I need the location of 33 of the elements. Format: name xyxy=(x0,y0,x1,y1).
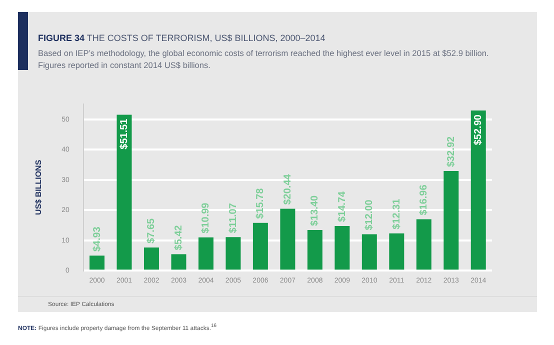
bar xyxy=(252,222,268,270)
data-label: $13.40 xyxy=(310,195,321,226)
bar xyxy=(389,233,404,270)
bar xyxy=(171,254,186,270)
data-label: $16.96 xyxy=(418,184,430,216)
data-label: $20.44 xyxy=(282,174,294,205)
bar xyxy=(362,234,377,270)
bar xyxy=(90,256,104,270)
bar xyxy=(334,226,350,270)
data-label: $4.93 xyxy=(92,226,103,252)
chart-subtitle: Based on IEP’s methodology, the global economic costs of terrorism reached the highest ever level in 2015 at $52.9 billion. Figures reported in constant 2014 US$ billions. xyxy=(38,47,490,71)
data-label: $32.92 xyxy=(446,136,457,167)
data-label: $15.78 xyxy=(255,188,266,219)
data-label: $11.07 xyxy=(228,202,239,234)
data-label: $10.99 xyxy=(200,202,212,234)
data-label: $52.90 xyxy=(473,114,484,146)
bar xyxy=(116,114,132,270)
data-label: $14.74 xyxy=(336,190,348,222)
y-axis-title: US$ BILLIONS xyxy=(34,159,44,215)
bar xyxy=(307,230,322,270)
bar xyxy=(280,208,296,270)
bar xyxy=(470,110,486,270)
bar xyxy=(226,237,241,270)
bar xyxy=(198,237,214,270)
data-label: $51.51 xyxy=(119,118,130,150)
data-label: $12.00 xyxy=(364,199,376,230)
bar xyxy=(416,219,432,270)
chart-title: FIGURE 34 THE COSTS OF TERRORISM, US$ BILLIONS, 2000–2014 xyxy=(38,33,326,43)
data-label: $12.31 xyxy=(391,198,402,230)
data-label: $7.65 xyxy=(146,218,158,244)
data-label: $5.42 xyxy=(173,224,184,250)
bar xyxy=(144,247,159,270)
bar xyxy=(444,171,459,270)
